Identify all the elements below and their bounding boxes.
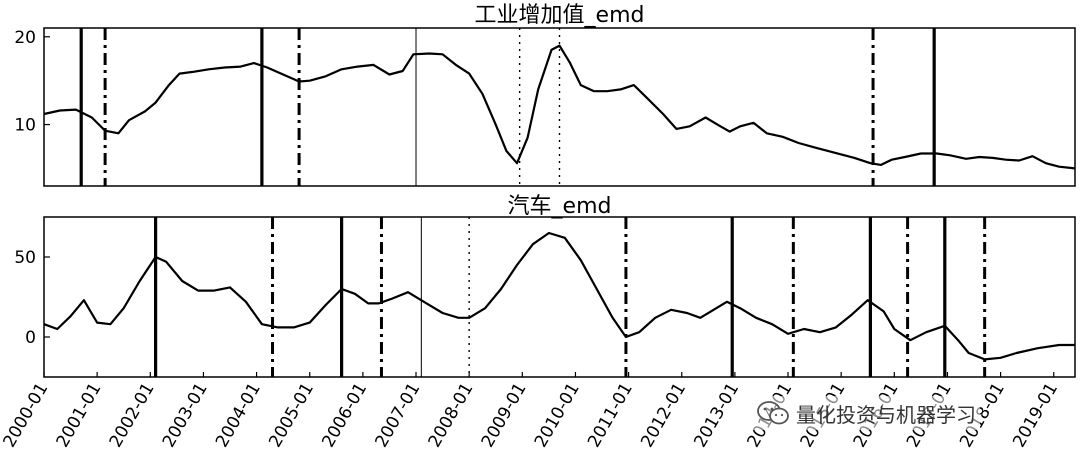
x-tick-label: 2019-01 (1009, 380, 1062, 452)
x-tick-label: 2008-01 (425, 380, 478, 452)
x-tick-label: 2001-01 (53, 380, 106, 452)
x-tick-label: 2011-01 (584, 380, 637, 452)
y-tick-label: 10 (14, 116, 36, 136)
x-tick-label: 2006-01 (318, 380, 371, 452)
x-tick-label: 2013-01 (690, 380, 743, 452)
x-tick-label: 2003-01 (159, 380, 212, 452)
y-tick-label: 50 (14, 248, 36, 268)
panel-auto-emd: 汽车_emd 0 50 (14, 194, 1076, 378)
wechat-icon (757, 401, 789, 425)
x-tick-label: 2000-01 (0, 380, 52, 452)
x-tick-label: 2004-01 (212, 380, 265, 452)
chart-title: 汽车_emd (508, 194, 612, 219)
panel-industrial-emd: 工业增加值_emd 10 20 (14, 3, 1076, 187)
y-tick-label: 20 (14, 28, 36, 48)
y-tick-label: 0 (25, 328, 36, 348)
x-tick-label: 2012-01 (637, 380, 690, 452)
x-tick-label: 2005-01 (265, 380, 318, 452)
watermark: 量化投资与机器学习 (752, 396, 980, 430)
x-tick-label: 2009-01 (478, 380, 531, 452)
watermark-text: 量化投资与机器学习 (796, 402, 976, 427)
series-line (43, 44, 1076, 170)
x-tick-label: 2002-01 (106, 380, 159, 452)
plot-frame (43, 216, 1076, 378)
x-tick-label: 2007-01 (372, 380, 425, 452)
plot-frame (43, 27, 1076, 187)
x-tick-label: 2010-01 (531, 380, 584, 452)
series-line (43, 231, 1075, 361)
chart-title: 工业增加值_emd (475, 3, 645, 28)
